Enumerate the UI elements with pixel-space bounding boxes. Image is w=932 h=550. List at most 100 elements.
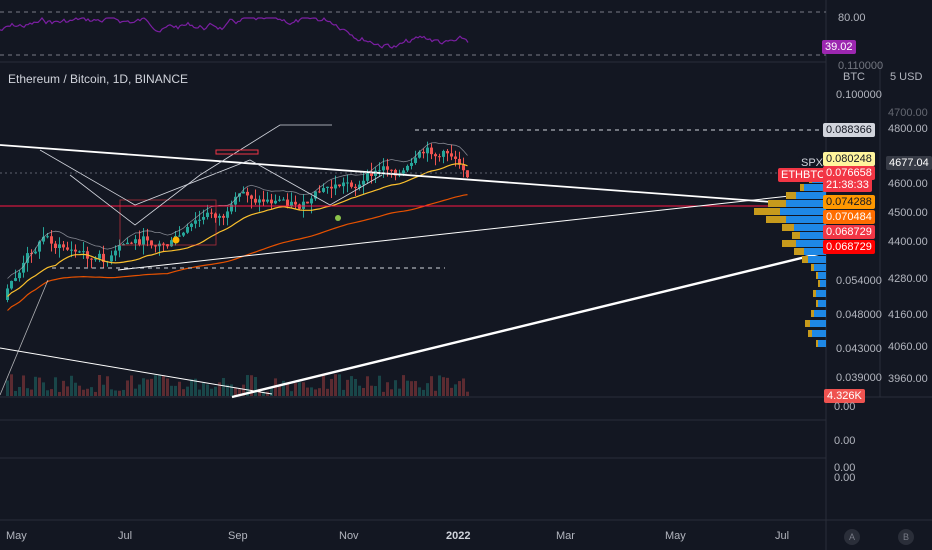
candle-body <box>414 157 417 163</box>
volume-bar <box>158 374 161 396</box>
candle-body <box>66 247 69 250</box>
volume-bar <box>290 391 293 396</box>
volume-bar <box>178 381 181 396</box>
volume-bar <box>242 384 245 396</box>
volume-bar <box>322 374 325 396</box>
candle-body <box>346 182 349 184</box>
candle-body <box>386 166 389 170</box>
candle-body <box>434 154 437 157</box>
volume-bar <box>218 382 221 396</box>
candle-body <box>26 253 29 263</box>
candle-body <box>146 236 149 241</box>
candle-body <box>274 200 277 204</box>
volume-profile-bar <box>804 184 826 191</box>
volume-profile-bar <box>800 184 804 191</box>
candle-body <box>74 249 77 252</box>
volume-bar <box>162 375 165 396</box>
time-axis-label: May <box>6 530 27 542</box>
volume-profile-bar <box>820 280 826 287</box>
range-box <box>119 199 217 246</box>
volume-bar <box>34 376 37 396</box>
candle-body <box>426 147 429 154</box>
price-axis-label: 0.054000 <box>836 275 882 287</box>
candle-body <box>70 249 73 251</box>
candle-body <box>46 236 49 238</box>
volume-bar <box>386 382 389 396</box>
volume-bar <box>82 389 85 396</box>
log-scale-button[interactable]: B <box>898 529 914 545</box>
volume-bar <box>390 389 393 396</box>
price-tag-0076658: 0.076658 <box>823 166 875 180</box>
candle-body <box>462 164 465 171</box>
volume-bar <box>134 388 137 396</box>
candle-body <box>170 240 173 247</box>
candle-body <box>298 204 301 209</box>
candle-body <box>234 196 237 205</box>
volume-bar <box>154 375 157 396</box>
volume-bar <box>210 388 213 396</box>
candle-body <box>442 150 445 157</box>
time-axis-label: Jul <box>118 530 133 542</box>
candle-body <box>150 240 153 246</box>
volume-bar <box>406 380 409 396</box>
volume-bar <box>342 389 345 396</box>
symbol-title[interactable]: Ethereum / Bitcoin, 1D, BINANCE <box>8 72 189 86</box>
spx-axis-label: 3960.00 <box>888 373 928 385</box>
volume-bar <box>74 382 77 396</box>
legend-ethbtc: ETHBTC <box>778 168 828 182</box>
candle-body <box>182 232 185 236</box>
price-axis-unit: BTC <box>843 71 865 83</box>
candle-body <box>266 199 269 202</box>
candle-body <box>138 239 141 245</box>
volume-bar <box>238 388 241 396</box>
lower-pane-label: 0.00 <box>834 462 856 474</box>
signal-dot <box>172 236 180 244</box>
lower-pane-label: 0.00 <box>834 435 856 447</box>
spx-axis-label: 4800.00 <box>888 123 928 135</box>
trendline-mid <box>117 191 827 271</box>
volume-profile-bar <box>802 256 808 263</box>
candle-body <box>342 182 345 187</box>
candle-body <box>226 211 229 218</box>
candle-body <box>246 191 249 196</box>
volume-bar <box>450 387 453 396</box>
volume-bar <box>294 383 297 396</box>
candle-body <box>142 236 145 245</box>
candle-body <box>350 182 353 187</box>
volume-profile-bar <box>786 216 826 223</box>
candle-body <box>294 201 297 205</box>
volume-bar <box>462 378 465 396</box>
candle-body <box>202 216 205 220</box>
volume-bar <box>358 385 361 396</box>
legend-spx: SPX <box>798 156 827 170</box>
volume-bar <box>442 377 445 396</box>
volume-bar <box>66 386 69 396</box>
trendline-early <box>0 279 49 396</box>
volume-profile-bar <box>818 272 826 279</box>
volume-bar <box>350 376 353 396</box>
candle-body <box>130 242 133 244</box>
volume-bar <box>26 388 29 396</box>
volume-bar <box>402 375 405 396</box>
volume-profile-bar <box>805 320 810 327</box>
volume-profile-bar <box>754 208 780 215</box>
price-axis-top-partial: 0.110000 <box>838 60 884 72</box>
volume-bar <box>94 391 97 396</box>
volume-profile-bar <box>780 208 826 215</box>
auto-scale-button[interactable]: A <box>844 529 860 545</box>
volume-bar <box>62 380 65 396</box>
candle-body <box>290 201 293 206</box>
volume-bar <box>166 378 169 396</box>
volume-bar <box>126 380 129 396</box>
candle-body <box>162 243 165 245</box>
volume-bar <box>270 386 273 396</box>
volume-bar <box>110 389 113 396</box>
volume-bar <box>194 378 197 396</box>
candle-body <box>250 195 253 199</box>
candle-body <box>262 199 265 202</box>
volume-tag: 4.326K <box>824 389 865 403</box>
volume-bar <box>366 376 369 396</box>
candle-body <box>230 204 233 212</box>
candle-body <box>354 186 357 189</box>
volume-bar <box>410 381 413 396</box>
